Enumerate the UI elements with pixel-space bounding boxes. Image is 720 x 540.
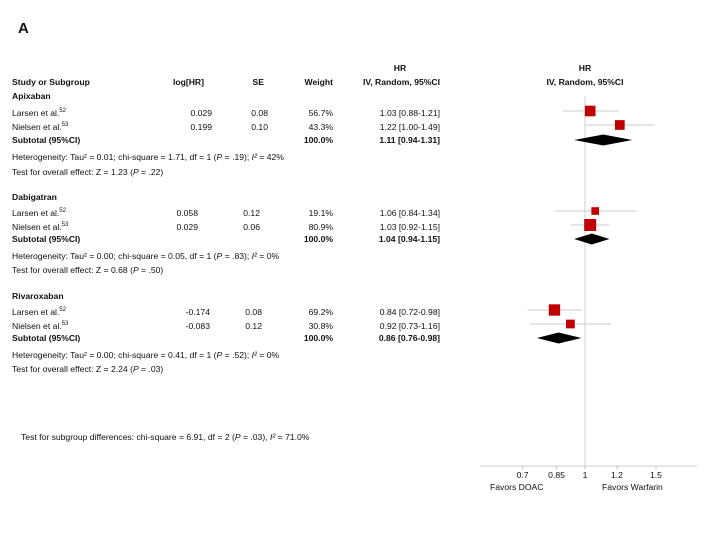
subtotal-label: Subtotal (95%CI) <box>12 333 81 343</box>
study-name: Nielsen et al.53 <box>12 222 69 232</box>
weight-value: 19.1% <box>308 208 333 218</box>
overall-effect-text: Test for overall effect: Z = 0.68 (P = .… <box>12 265 164 275</box>
hr-value: 0.92 [0.73-1.16] <box>379 321 440 331</box>
group-title-apixaban: Apixaban <box>12 91 51 101</box>
loghr-value: 0.029 <box>190 108 212 118</box>
plot-header-bottom: IV, Random, 95%CI <box>546 77 624 87</box>
study-name: Nielsen et al.53 <box>12 321 69 331</box>
study-name: Nielsen et al.53 <box>12 122 69 132</box>
se-value: 0.06 <box>243 222 260 232</box>
hr-value: 0.84 [0.72-0.98] <box>379 307 440 317</box>
heterogeneity-text: Heterogeneity: Tau² = 0.00; chi-square =… <box>12 251 280 261</box>
study-marker <box>584 105 596 117</box>
subtotal-diamond <box>574 233 610 245</box>
study-name: Larsen et al.52 <box>12 208 66 218</box>
group-title-dabigatran: Dabigatran <box>12 192 57 202</box>
se-value: 0.12 <box>245 321 262 331</box>
favors-doac-label: Favors DOAC <box>490 482 544 492</box>
subtotal-diamond <box>536 332 582 344</box>
se-value: 0.08 <box>251 108 268 118</box>
favors-warfarin-label: Favors Warfarin <box>602 482 663 492</box>
se-value: 0.10 <box>251 122 268 132</box>
loghr-value: 0.199 <box>190 122 212 132</box>
subtotal-diamond <box>574 134 633 146</box>
hr-header-top: HR <box>393 63 407 73</box>
se-header: SE <box>252 77 264 87</box>
subtotal-weight: 100.0% <box>303 135 333 145</box>
subtotal-label: Subtotal (95%CI) <box>12 135 81 145</box>
study-name: Larsen et al.52 <box>12 108 66 118</box>
study-marker <box>566 319 575 329</box>
panel-label: A <box>18 20 29 37</box>
x-axis-tick-label: 0.7 <box>517 470 529 480</box>
weight-value: 30.8% <box>308 321 333 331</box>
heterogeneity-text: Heterogeneity: Tau² = 0.01; chi-square =… <box>12 152 284 162</box>
heterogeneity-text: Heterogeneity: Tau² = 0.00; chi-square =… <box>12 350 280 360</box>
hr-value: 1.06 [0.84-1.34] <box>379 208 440 218</box>
weight-value: 80.9% <box>308 222 333 232</box>
plot-header-top: HR <box>578 63 592 73</box>
loghr-value: 0.029 <box>176 222 198 232</box>
hr-value: 1.03 [0.88-1.21] <box>379 108 440 118</box>
study-marker <box>591 207 600 215</box>
group-title-rivaroxaban: Rivaroxaban <box>12 291 64 301</box>
study-marker <box>614 120 625 130</box>
loghr-header: log[HR] <box>172 77 204 87</box>
weight-value: 69.2% <box>308 307 333 317</box>
subtotal-weight: 100.0% <box>303 234 333 244</box>
subtotal-hr: 1.11 [0.94-1.31] <box>379 135 440 145</box>
loghr-value: -0.174 <box>185 307 210 317</box>
overall-effect-text: Test for overall effect: Z = 1.23 (P = .… <box>12 167 164 177</box>
x-axis-tick-label: 0.85 <box>548 470 565 480</box>
subtotal-weight: 100.0% <box>303 333 333 343</box>
weight-value: 56.7% <box>308 108 333 118</box>
study-header: Study or Subgroup <box>12 77 90 87</box>
se-value: 0.08 <box>245 307 262 317</box>
hr-value: 1.22 [1.00-1.49] <box>379 122 440 132</box>
x-axis-tick-label: 1 <box>583 470 588 480</box>
loghr-value: 0.058 <box>176 208 198 218</box>
weight-header: Weight <box>304 77 333 87</box>
study-name: Larsen et al.52 <box>12 307 66 317</box>
se-value: 0.12 <box>243 208 260 218</box>
x-axis-tick-label: 1.5 <box>650 470 662 480</box>
subtotal-hr: 1.04 [0.94-1.15] <box>378 234 440 244</box>
study-marker <box>584 219 597 231</box>
overall-effect-text: Test for overall effect: Z = 2.24 (P = .… <box>12 364 164 374</box>
study-marker <box>548 304 561 316</box>
loghr-value: -0.083 <box>185 321 210 331</box>
x-axis-tick-label: 1.2 <box>611 470 623 480</box>
hr-header-bottom: IV, Random, 95%CI <box>362 77 440 87</box>
subtotal-label: Subtotal (95%CI) <box>12 234 81 244</box>
hr-value: 1.03 [0.92-1.15] <box>379 222 440 232</box>
weight-value: 43.3% <box>308 122 333 132</box>
subgroup-differences-text: Test for subgroup differences: chi-squar… <box>21 432 310 442</box>
subtotal-hr: 0.86 [0.76-0.98] <box>378 333 440 343</box>
